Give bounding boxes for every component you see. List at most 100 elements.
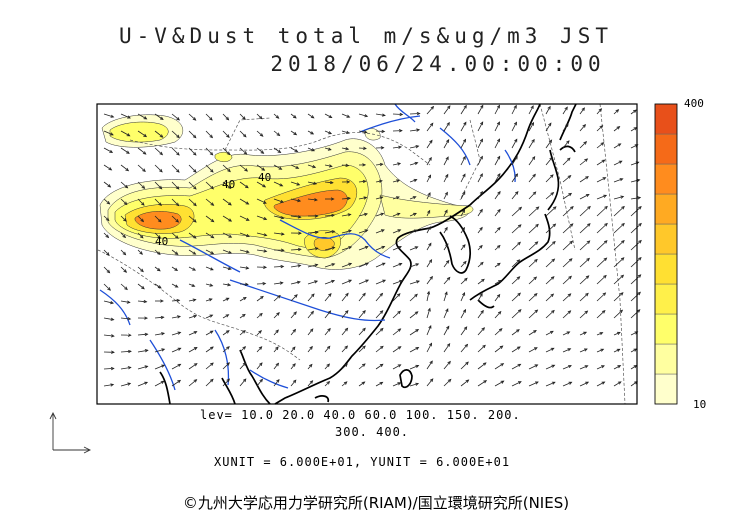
wind-arrow-head [297,280,301,285]
wind-arrow [324,346,331,353]
wind-arrow-head [600,142,605,146]
wind-arrow [239,378,247,387]
wind-arrow-head [462,155,466,160]
wind-arrow-head [109,132,114,136]
wind-arrow [137,147,147,155]
wind-arrow-head [144,349,149,353]
wind-arrow [562,365,572,370]
wind-arrow-head [462,244,466,248]
wind-arrow [273,181,283,187]
wind-arrow-head [193,363,198,367]
wind-arrow [273,282,283,285]
wind-arrow [579,240,590,251]
wind-arrow-head [601,381,606,385]
wind-arrow-head [242,329,246,334]
wind-arrow-head [241,313,246,318]
wind-arrow [392,246,402,251]
wind-arrow [188,147,197,156]
wind-arrow [426,175,431,183]
wind-arrow [137,333,148,336]
wind-arrow-head [278,166,283,170]
wind-arrow-head [210,185,214,190]
wind-arrow [375,363,384,370]
wind-arrow-head [465,361,469,366]
wind-arrow-head [225,330,230,334]
wind-arrow-head [480,261,484,266]
wind-arrow-head [621,222,625,227]
wind-arrow-head [209,117,213,121]
wind-arrow [494,138,500,149]
wind-arrow-head [565,123,569,127]
rivers-lakes [99,103,516,391]
wind-arrow [613,332,621,336]
wind-arrow-head [209,134,214,139]
wind-arrow [613,160,622,166]
wind-arrow-head [192,251,197,255]
wind-arrow-head [126,150,130,154]
wind-arrow-head [444,191,448,196]
wind-arrow-head [210,251,215,255]
wind-arrow-head [620,274,625,279]
wind-arrow [545,381,556,387]
colorbar-segment [654,223,678,255]
wind-arrow [256,130,264,137]
wind-arrow [171,215,179,223]
wind-arrow-head [381,113,386,117]
wind-arrow [409,145,419,149]
wind-arrow-head [480,309,484,314]
wind-arrow-head [462,173,466,178]
wind-arrow [239,181,249,189]
wind-arrow-head [363,196,368,200]
wind-arrow [375,279,386,285]
wind-arrow [307,311,314,319]
wind-arrow-head [140,218,145,223]
wind-arrow-head [294,148,299,153]
wind-arrow [137,249,143,255]
wind-arrow-head [427,192,431,196]
wind-arrow-head [413,178,418,183]
wind-arrow-head [513,121,517,126]
wind-arrow-head [309,345,313,350]
wind-arrow [494,262,501,268]
wind-arrow-head [586,240,591,244]
wind-arrow-head [482,362,487,366]
map-frame [96,103,638,405]
contour-label: 40 [258,171,271,184]
wind-arrow-head [293,131,298,136]
wind-arrow [137,130,147,137]
wind-arrow [256,313,263,319]
wind-arrow [137,113,147,120]
wind-arrow [205,130,213,138]
wind-arrow [443,139,450,149]
wind-arrow-head [533,276,538,281]
wind-arrow [562,276,572,285]
wind-arrow [511,105,517,115]
wind-arrow-head [124,184,129,189]
wind-arrow-head [346,130,350,134]
wind-arrow-head [586,257,590,262]
wind-arrow-head [479,190,483,195]
wind-arrow [494,105,500,115]
wind-arrow-head [193,331,198,335]
wind-arrow-head [344,363,348,367]
wind-arrow [409,263,419,268]
wind-arrow [120,181,128,189]
wind-arrow [358,213,368,217]
wind-arrow-head [566,331,571,335]
wind-arrow [545,241,556,251]
dust-concentration-field [99,114,474,270]
wind-arrow-head [445,156,449,161]
wind-arrow-head [126,133,131,137]
wind-arrow-head [364,212,368,217]
wind-arrow-head [397,162,402,166]
wind-arrow [137,349,148,353]
wind-arrow [562,223,574,234]
wind-arrow [188,331,197,336]
wind-arrow-head [226,134,230,138]
wind-arrow [630,240,642,251]
wind-arrow [562,175,571,183]
wind-arrow-head [177,363,182,367]
wind-arrow-head [398,145,403,149]
wind-arrow-head [564,106,568,111]
